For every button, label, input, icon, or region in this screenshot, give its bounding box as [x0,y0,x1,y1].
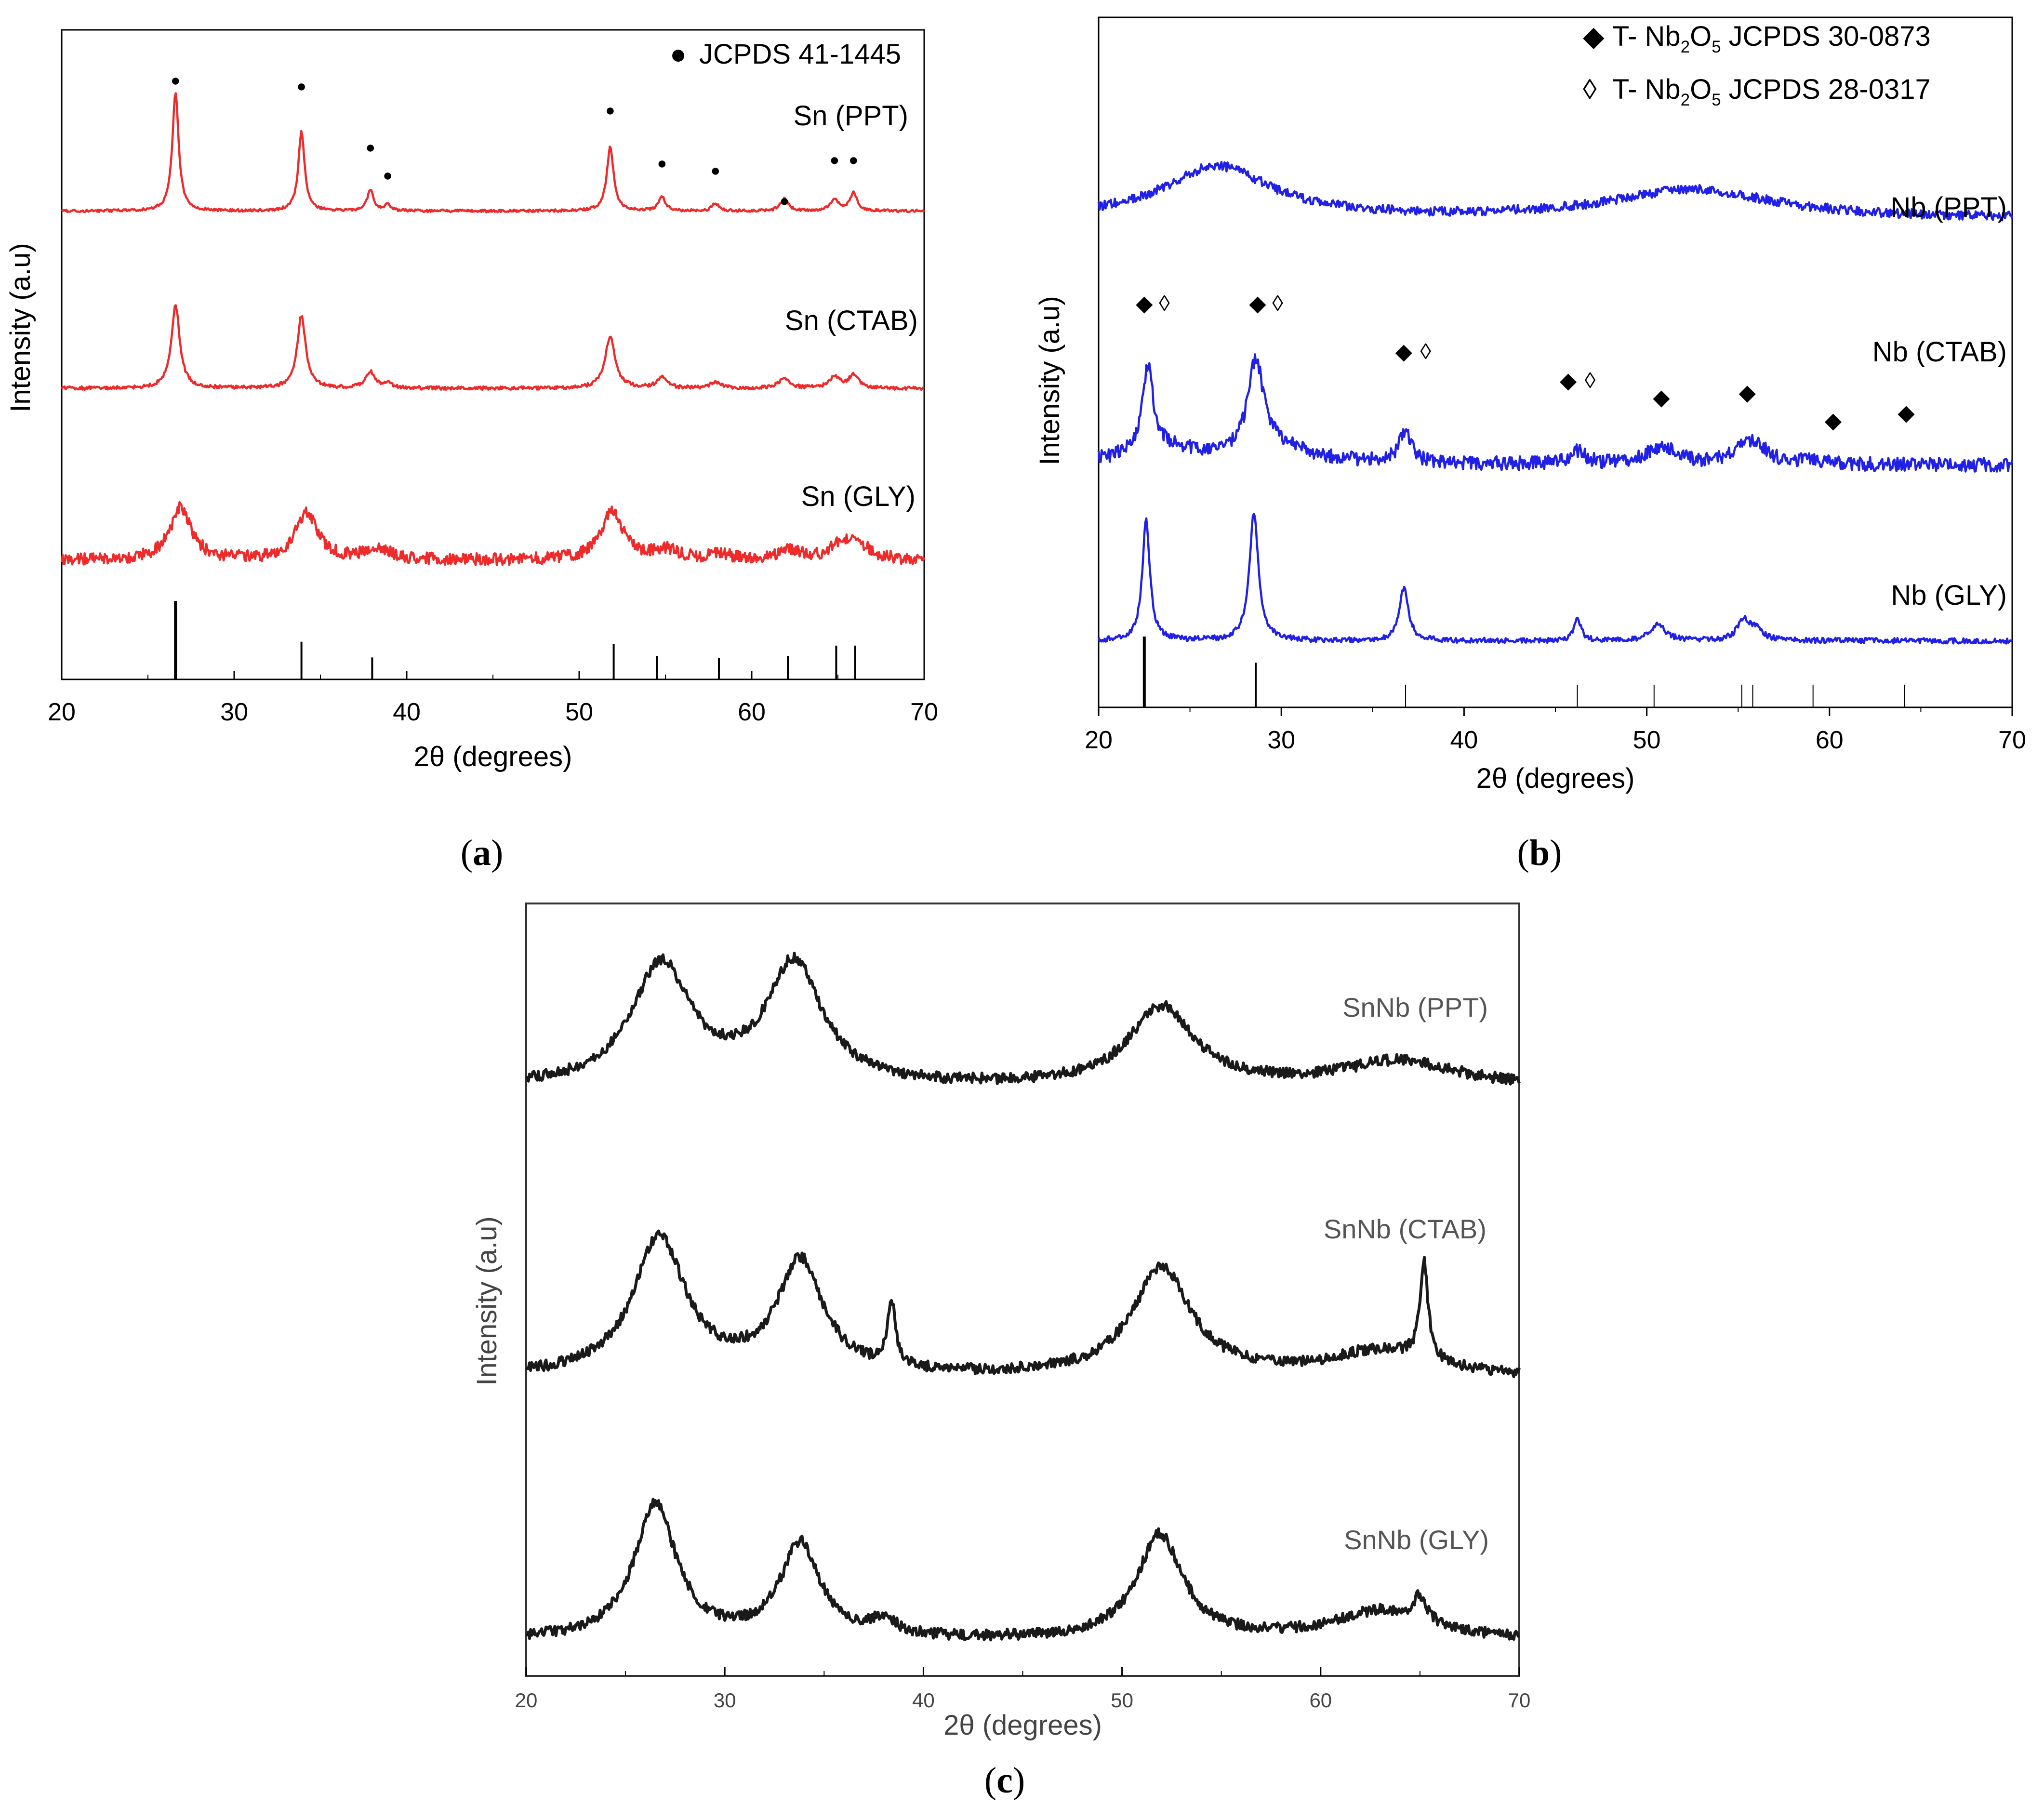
x-axis-label: 2θ (degrees) [1476,763,1635,794]
x-tick-label: 20 [1085,726,1113,754]
chart-panel-b: 20 30 40 50 60 70 2θ (degrees) Intensity (a.u) N… [1034,16,2026,873]
peak-marker: ◊ [1159,291,1170,316]
series-label: Sn (CTAB) [785,305,918,336]
series-line [1097,513,2013,645]
y-axis-label: Intensity (a.u) [471,1216,503,1385]
peak-marker: ● [366,138,376,157]
series-line [1097,353,2014,473]
series-label: Nb (CTAB) [1872,336,2007,368]
peak-marker: ◆ [1653,385,1670,410]
series-line [1097,160,2014,222]
x-tick-label: 30 [1267,726,1295,754]
peak-marker: ◆ [1136,291,1153,316]
x-tick-label: 60 [738,698,766,726]
x-tick-label: 50 [565,698,593,726]
peak-marker: ◆ [1249,291,1266,316]
x-tick-label: 70 [910,698,938,726]
legend-text: T- Nb2O5 JCPDS 30-0873 [1612,21,1931,56]
peak-marker: ◆ [1739,380,1756,405]
x-axis-label: 2θ (degrees) [943,1710,1102,1741]
legend-marker: ◆ [1583,21,1605,52]
x-tick-label: 50 [1111,1689,1133,1712]
series-label: SnNb (PPT) [1342,992,1488,1022]
peak-marker: ◊ [1272,291,1283,316]
series-line [525,952,1521,1086]
panel-label-b: (b) [1517,833,1562,873]
peak-marker: ● [830,151,840,169]
x-tick-label: 60 [1309,1689,1332,1712]
x-tick-label: 40 [1450,726,1478,754]
chart-panel-c: 20 30 40 50 60 70 2θ (degrees) Intensity (a.u) S… [471,903,1530,1801]
x-tick-label: 70 [1508,1689,1531,1712]
peak-marker: ◊ [1585,368,1596,393]
peak-marker: ● [657,154,667,173]
series-line [61,304,925,391]
x-axis-label: 2θ (degrees) [414,741,572,772]
chart-panel-a: 20 30 40 50 60 70 2θ (degrees) Intensity (a.u) S… [5,29,938,873]
x-tick-label: 70 [1998,726,2026,754]
series-label: SnNb (CTAB) [1324,1214,1487,1244]
peak-marker: ◊ [1420,339,1431,364]
legend-text: T- Nb2O5 JCPDS 28-0317 [1612,74,1931,109]
series-line [525,1229,1521,1378]
series-label: Nb (GLY) [1891,580,2007,611]
x-tick-label: 50 [1633,726,1661,754]
series-line [60,501,926,567]
peak-marker: ◆ [1825,408,1842,433]
peak-marker: ◆ [1560,368,1577,393]
legend-marker: ◊ [1583,74,1597,105]
peak-marker: ◆ [1898,400,1915,425]
x-tick-label: 30 [220,698,248,726]
x-tick-label: 40 [393,698,421,726]
x-tick-label: 60 [1816,726,1844,754]
legend-text: JCPDS 41-1445 [699,39,901,70]
series-label: Nb (PPT) [1890,192,2007,223]
y-axis-label: Intensity (a.u) [5,243,36,412]
panel-label-c: (c) [984,1760,1025,1801]
panel-label-a: (a) [461,833,504,873]
x-tick-label: 20 [515,1689,538,1712]
x-tick-label: 30 [714,1689,736,1712]
series-line [61,92,925,213]
legend-marker: ● [670,39,687,70]
peak-marker: ● [171,71,181,90]
y-axis-label: Intensity (a.u) [1034,296,1065,465]
peak-marker: ● [296,77,306,95]
peak-marker: ● [605,101,615,119]
peak-marker: ● [849,151,859,169]
peak-marker: ◆ [1395,339,1413,364]
series-label: Sn (GLY) [801,481,916,512]
peak-marker: ● [383,166,393,185]
peak-marker: ● [780,192,790,210]
series-label: Sn (PPT) [794,100,909,132]
series-line [525,1498,1520,1642]
series-label: SnNb (GLY) [1344,1525,1489,1555]
x-tick-label: 20 [48,698,76,726]
x-tick-label: 40 [912,1689,935,1712]
peak-marker: ● [711,161,721,180]
